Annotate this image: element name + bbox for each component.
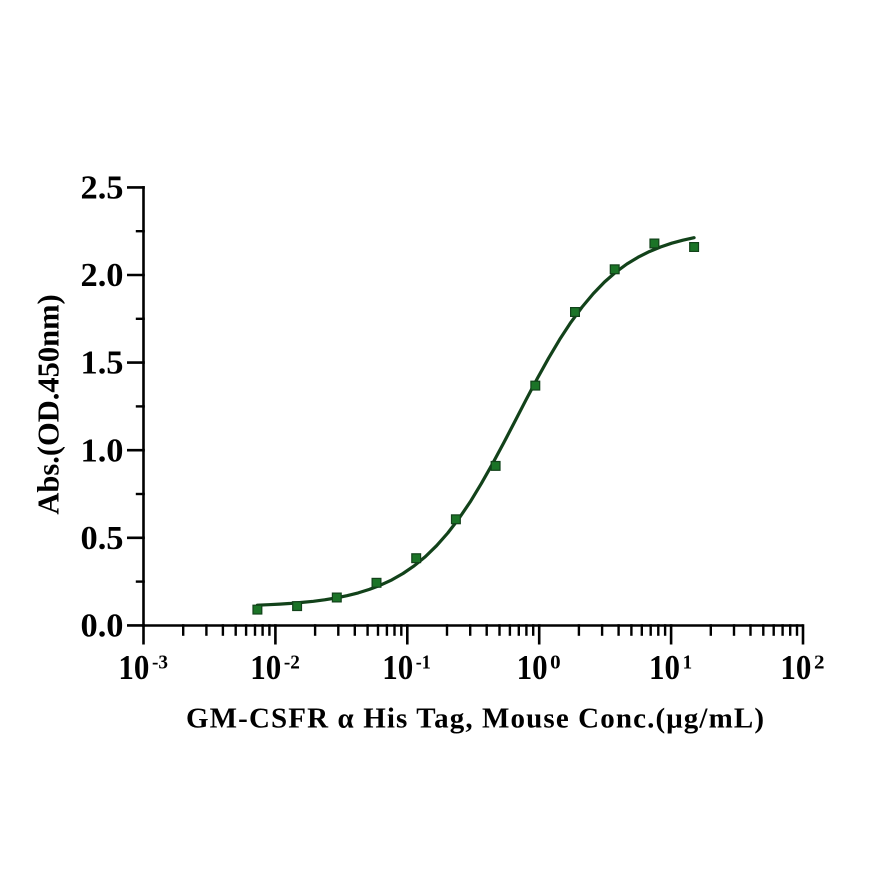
- svg-text:Abs.(OD.450nm): Abs.(OD.450nm): [31, 294, 65, 514]
- svg-text:2: 2: [814, 652, 825, 674]
- svg-text:GM-CSFR α His Tag, Mouse Conc.: GM-CSFR α His Tag, Mouse Conc.(μg/mL): [186, 703, 764, 735]
- svg-text:10: 10: [382, 648, 413, 687]
- svg-text:10: 10: [517, 648, 548, 687]
- svg-text:10: 10: [118, 648, 149, 687]
- svg-text:1.5: 1.5: [81, 345, 124, 382]
- svg-text:-1: -1: [416, 652, 431, 674]
- svg-text:10: 10: [649, 648, 680, 687]
- svg-text:0: 0: [550, 652, 561, 674]
- svg-text:0.0: 0.0: [81, 608, 124, 645]
- svg-text:2.0: 2.0: [81, 257, 124, 294]
- svg-text:1: 1: [683, 652, 693, 674]
- svg-text:10: 10: [250, 648, 281, 687]
- svg-text:1.0: 1.0: [81, 432, 124, 469]
- svg-text:-3: -3: [152, 652, 168, 674]
- svg-text:0.5: 0.5: [81, 520, 124, 557]
- svg-text:2.5: 2.5: [81, 170, 124, 207]
- svg-text:-2: -2: [284, 652, 300, 674]
- svg-text:10: 10: [780, 648, 811, 687]
